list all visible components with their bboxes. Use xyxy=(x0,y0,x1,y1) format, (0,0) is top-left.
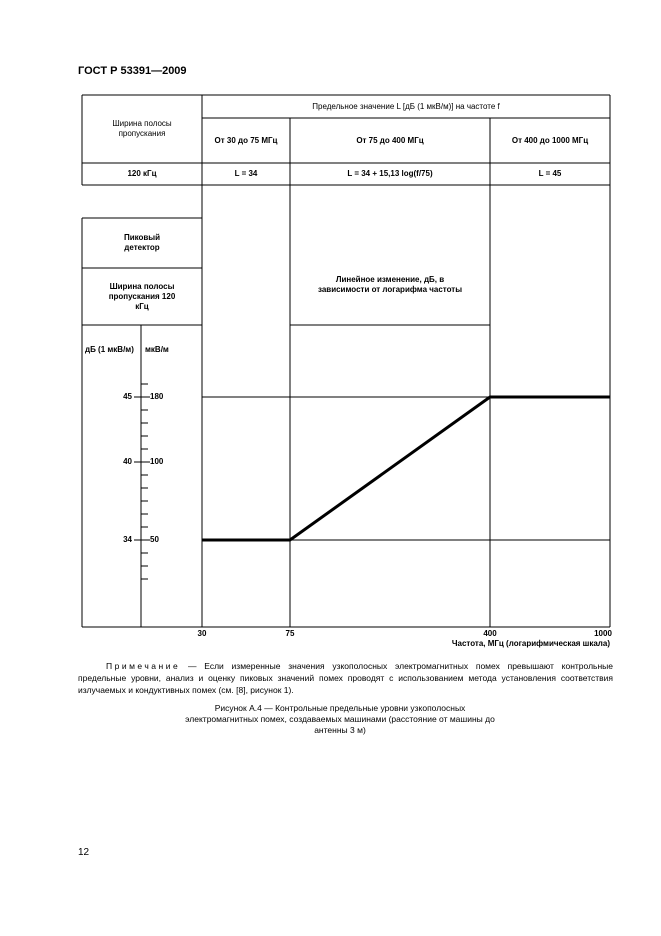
table-corner: Ширина полосы пропускания xyxy=(112,119,172,138)
table-column: От 30 до 75 МГц xyxy=(214,135,278,145)
y-label-uv: мкВ/м xyxy=(145,345,169,354)
y-tick-db: 45 xyxy=(123,392,132,401)
x-tick: 1000 xyxy=(594,629,612,638)
annotation: Линейное изменение, дБ, в зависимости от… xyxy=(317,275,463,294)
note: Примечание — Если измеренные значения уз… xyxy=(78,661,613,695)
caption: Рисунок А.4 — Контрольные предельные уро… xyxy=(185,703,495,735)
limit-line xyxy=(202,395,610,542)
x-tick: 400 xyxy=(483,629,497,638)
y-tick-db: 40 xyxy=(123,457,132,466)
y-tick-uv: 180 xyxy=(150,392,164,401)
x-tick: 30 xyxy=(197,629,207,638)
page-number: 12 xyxy=(78,847,90,858)
y-tick-uv: 100 xyxy=(150,457,164,466)
y-label-db: дБ (1 мкВ/м) xyxy=(85,345,134,354)
bandwidth-label: Ширина полосы пропускания 120 кГц xyxy=(108,281,176,311)
header-title: ГОСТ Р 53391—2009 xyxy=(78,65,187,77)
x-tick: 75 xyxy=(285,629,295,638)
x-label: Частота, МГц (логарифмическая шкала) xyxy=(451,639,610,648)
table-cell: L = 45 xyxy=(538,169,562,178)
table-cell: 120 кГц xyxy=(127,169,157,178)
figure-lines xyxy=(81,94,611,628)
table-span-header: Предельное значение L [дБ (1 мкВ/м)] на … xyxy=(312,101,500,111)
y-tick-db: 34 xyxy=(123,535,132,544)
table-cell: L = 34 xyxy=(234,169,258,178)
detector-label: Пиковый детектор xyxy=(123,233,161,252)
table-cell: L = 34 + 15,13 log(f/75) xyxy=(347,169,433,178)
table-column: От 75 до 400 МГц xyxy=(356,135,424,145)
table-column: От 400 до 1000 МГц xyxy=(511,135,589,145)
y-tick-uv: 50 xyxy=(150,535,159,544)
